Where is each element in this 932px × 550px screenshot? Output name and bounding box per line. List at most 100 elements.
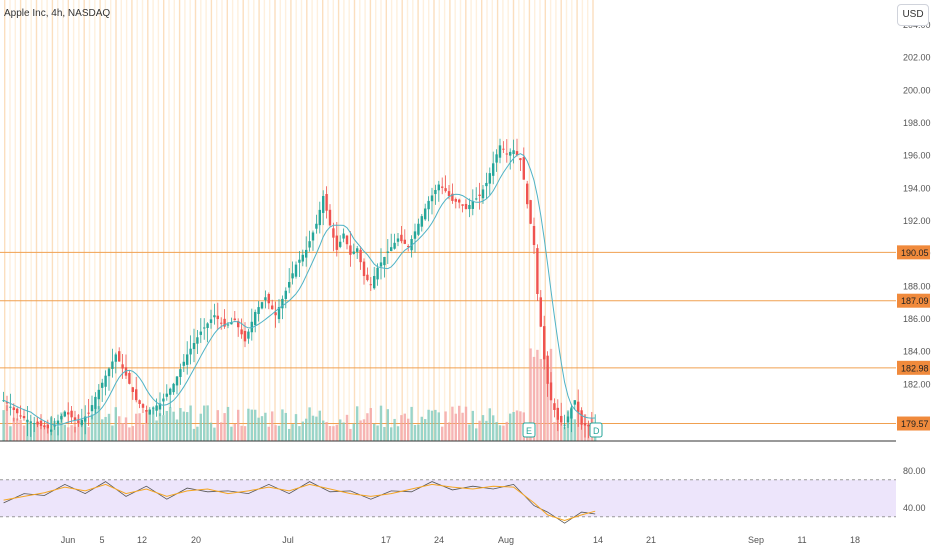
candle-body	[298, 259, 301, 263]
stripe	[369, 0, 372, 441]
candle-body	[570, 408, 573, 419]
candle-body	[383, 256, 386, 266]
candle-body	[532, 225, 536, 245]
volume-bar	[73, 426, 77, 441]
volume-bar	[36, 425, 39, 441]
volume-bar	[33, 423, 36, 441]
candle-body	[196, 337, 199, 344]
stripe	[359, 0, 361, 441]
volume-bar	[230, 426, 233, 441]
volume-bar	[444, 411, 447, 441]
candle-body	[478, 194, 481, 196]
volume-bar	[451, 406, 454, 441]
price-tick-label: 196.00	[903, 151, 931, 161]
time-tick-label: 14	[593, 535, 603, 545]
candle-body	[39, 420, 43, 426]
candle-body	[203, 327, 206, 329]
candle-body	[563, 424, 566, 426]
stripe	[141, 0, 144, 441]
candle-body	[19, 415, 22, 417]
stripe	[30, 0, 32, 441]
candle-body	[260, 302, 264, 309]
candle-body	[175, 376, 179, 386]
candle-body	[209, 319, 213, 323]
candle-body	[386, 251, 389, 253]
volume-bar	[182, 411, 185, 441]
candle-body	[356, 248, 359, 252]
currency-button[interactable]: USD	[897, 4, 929, 26]
candle-body	[101, 382, 104, 388]
candle-body	[427, 200, 430, 210]
volume-bar	[519, 411, 522, 441]
candle-body	[60, 416, 63, 420]
stripe	[226, 0, 228, 441]
volume-bar	[60, 412, 63, 441]
volume-bar	[240, 425, 243, 441]
stripe	[406, 0, 409, 441]
candle-body	[172, 383, 175, 393]
stripe	[322, 0, 324, 441]
volume-bar	[539, 358, 542, 441]
volume-bar	[492, 415, 495, 441]
candle-body	[281, 298, 284, 309]
stripe	[507, 0, 509, 441]
candle-body	[254, 311, 257, 326]
stripe	[290, 0, 292, 441]
volume-bar	[101, 419, 104, 441]
volume-bar	[155, 420, 158, 441]
candle-body	[288, 282, 291, 288]
stripe	[62, 0, 64, 441]
volume-bar	[553, 421, 556, 441]
volume-bar	[437, 412, 440, 441]
volume-bar	[94, 408, 97, 441]
volume-bar	[512, 411, 515, 441]
volume-bar	[284, 412, 287, 441]
stripe	[539, 0, 541, 441]
candle-body	[230, 322, 233, 325]
stripe	[512, 0, 515, 441]
rsi-pane: 80.00 40.00	[0, 466, 926, 524]
candle-body	[257, 307, 260, 315]
volume-bar	[373, 423, 376, 441]
volume-bar	[546, 364, 549, 441]
event-marker	[589, 422, 603, 438]
volume-bar	[281, 409, 284, 441]
rsi-signal-line	[3, 483, 596, 522]
volume-bar	[505, 421, 508, 441]
stripe	[51, 0, 54, 441]
price-axis: 204.00202.00200.00198.00196.00194.00192.…	[903, 20, 931, 389]
stripe	[375, 0, 377, 441]
stripe	[247, 0, 250, 441]
candle-body	[526, 183, 529, 205]
volume-bar	[131, 426, 134, 441]
candle-body	[369, 284, 372, 286]
moving-average-line	[3, 153, 596, 426]
volume-bar	[70, 425, 73, 441]
candle-body	[322, 196, 325, 213]
candle-body	[294, 264, 298, 277]
price-tick-label: 194.00	[903, 183, 931, 193]
stripe	[269, 0, 271, 441]
stripe	[587, 0, 589, 441]
stripe	[454, 0, 456, 441]
stripe	[300, 0, 303, 441]
candle-body	[509, 151, 512, 156]
candle-body	[70, 410, 73, 418]
candle-body	[169, 388, 172, 395]
stripe	[549, 0, 552, 441]
stripe	[237, 0, 239, 441]
candle-body	[515, 151, 519, 156]
symbol-title: Apple Inc, 4h, NASDAQ	[4, 8, 111, 19]
candle-body	[141, 404, 145, 408]
volume-bar	[495, 421, 498, 441]
time-tick-label: 5	[99, 535, 104, 545]
stripe	[581, 0, 584, 441]
stripe	[194, 0, 197, 441]
candle-body	[250, 321, 253, 333]
candle-body	[22, 416, 26, 419]
stripe	[385, 0, 387, 441]
candle-body	[90, 405, 94, 412]
candle-body	[492, 163, 495, 176]
candle-body	[403, 239, 406, 244]
